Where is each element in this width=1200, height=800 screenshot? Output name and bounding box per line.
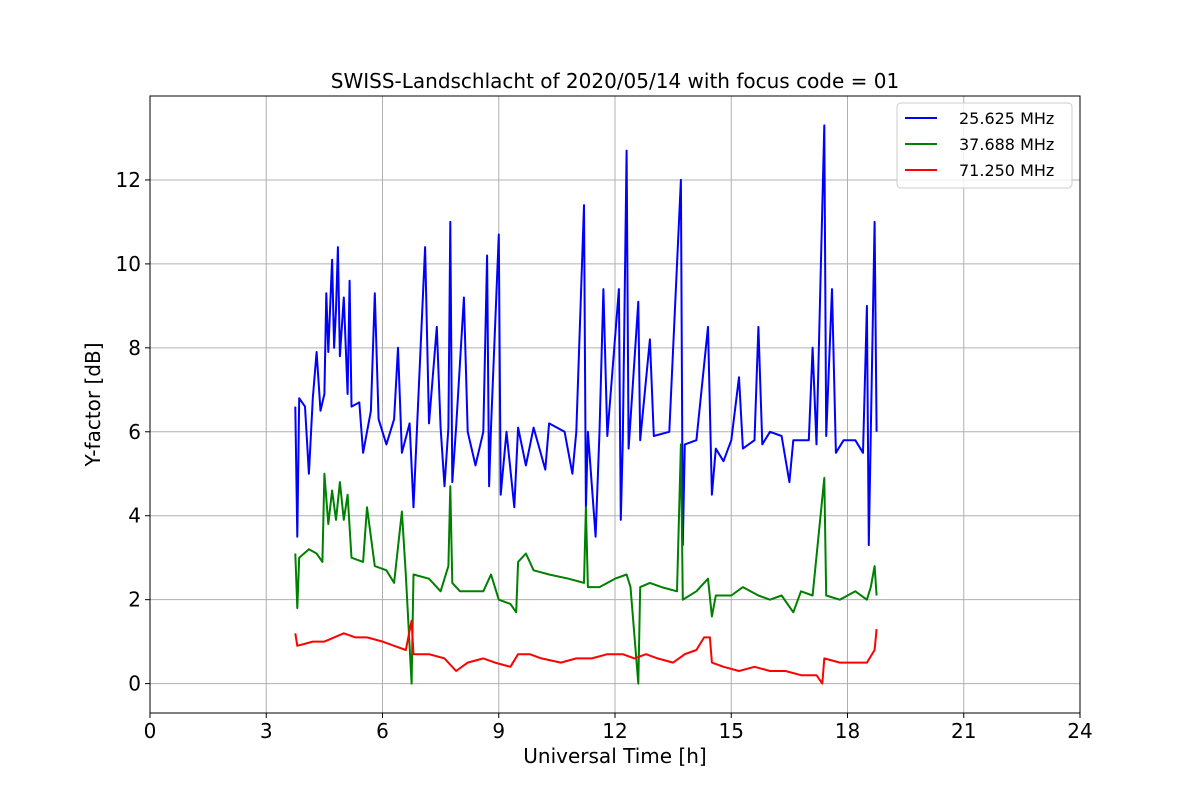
legend-label: 25.625 MHz bbox=[959, 109, 1054, 128]
x-tick-label: 3 bbox=[260, 719, 273, 743]
y-tick-label: 10 bbox=[116, 252, 141, 276]
y-tick-label: 6 bbox=[128, 420, 141, 444]
y-tick-label: 12 bbox=[116, 168, 141, 192]
x-tick-label: 15 bbox=[719, 719, 744, 743]
legend-label: 71.250 MHz bbox=[959, 161, 1054, 180]
series-line-3 bbox=[294, 619, 878, 685]
chart-title: SWISS-Landschlacht of 2020/05/14 with fo… bbox=[331, 69, 899, 93]
legend: 25.625 MHz 37.688 MHz 71.250 MHz bbox=[896, 102, 1073, 189]
series-line-1 bbox=[294, 124, 878, 547]
x-tick-label: 18 bbox=[835, 719, 860, 743]
x-tick-label: 0 bbox=[144, 719, 157, 743]
y-tick-label: 2 bbox=[128, 588, 141, 612]
y-tick-label: 0 bbox=[128, 672, 141, 696]
x-tick-label: 12 bbox=[602, 719, 627, 743]
x-tick-label: 24 bbox=[1067, 719, 1092, 743]
series-layer bbox=[294, 124, 878, 685]
legend-box bbox=[896, 102, 1073, 189]
y-axis-label: Y-factor [dB] bbox=[81, 342, 105, 467]
legend-label: 37.688 MHz bbox=[959, 135, 1054, 154]
x-tick-label: 9 bbox=[492, 719, 505, 743]
x-tick-label: 21 bbox=[951, 719, 976, 743]
x-axis-label: Universal Time [h] bbox=[523, 744, 706, 768]
y-tick-label: 4 bbox=[128, 504, 141, 528]
y-tick-label: 8 bbox=[128, 336, 141, 360]
series-line-2 bbox=[294, 443, 878, 685]
x-tick-label: 6 bbox=[376, 719, 389, 743]
